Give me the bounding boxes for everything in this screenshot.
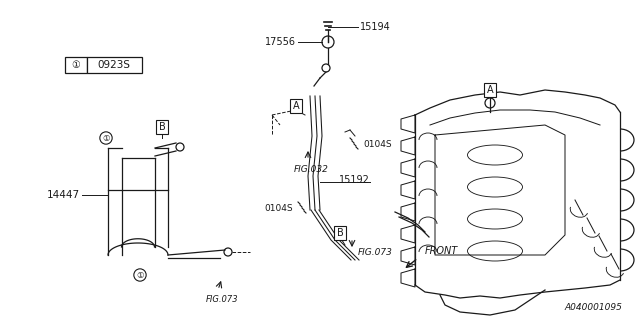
Text: FRONT: FRONT <box>425 246 458 256</box>
FancyBboxPatch shape <box>65 57 87 73</box>
Text: 0104S: 0104S <box>264 204 293 212</box>
Text: B: B <box>337 228 344 238</box>
FancyBboxPatch shape <box>87 57 142 73</box>
Text: ①: ① <box>72 60 81 70</box>
Text: 15192: 15192 <box>339 175 370 185</box>
Text: A: A <box>292 101 300 111</box>
Text: A: A <box>486 85 493 95</box>
Text: ①: ① <box>102 133 109 142</box>
Text: FIG.073: FIG.073 <box>358 248 393 257</box>
Text: 14447: 14447 <box>47 190 80 200</box>
Text: B: B <box>159 122 165 132</box>
Text: FIG.073: FIG.073 <box>205 295 238 304</box>
Text: 0104S: 0104S <box>363 140 392 148</box>
Text: FIG.032: FIG.032 <box>294 165 329 174</box>
Text: 17556: 17556 <box>265 37 296 47</box>
Text: ①: ① <box>136 270 144 279</box>
Text: A040001095: A040001095 <box>564 303 622 312</box>
Text: 0923S: 0923S <box>97 60 131 70</box>
Text: 15194: 15194 <box>360 22 391 32</box>
